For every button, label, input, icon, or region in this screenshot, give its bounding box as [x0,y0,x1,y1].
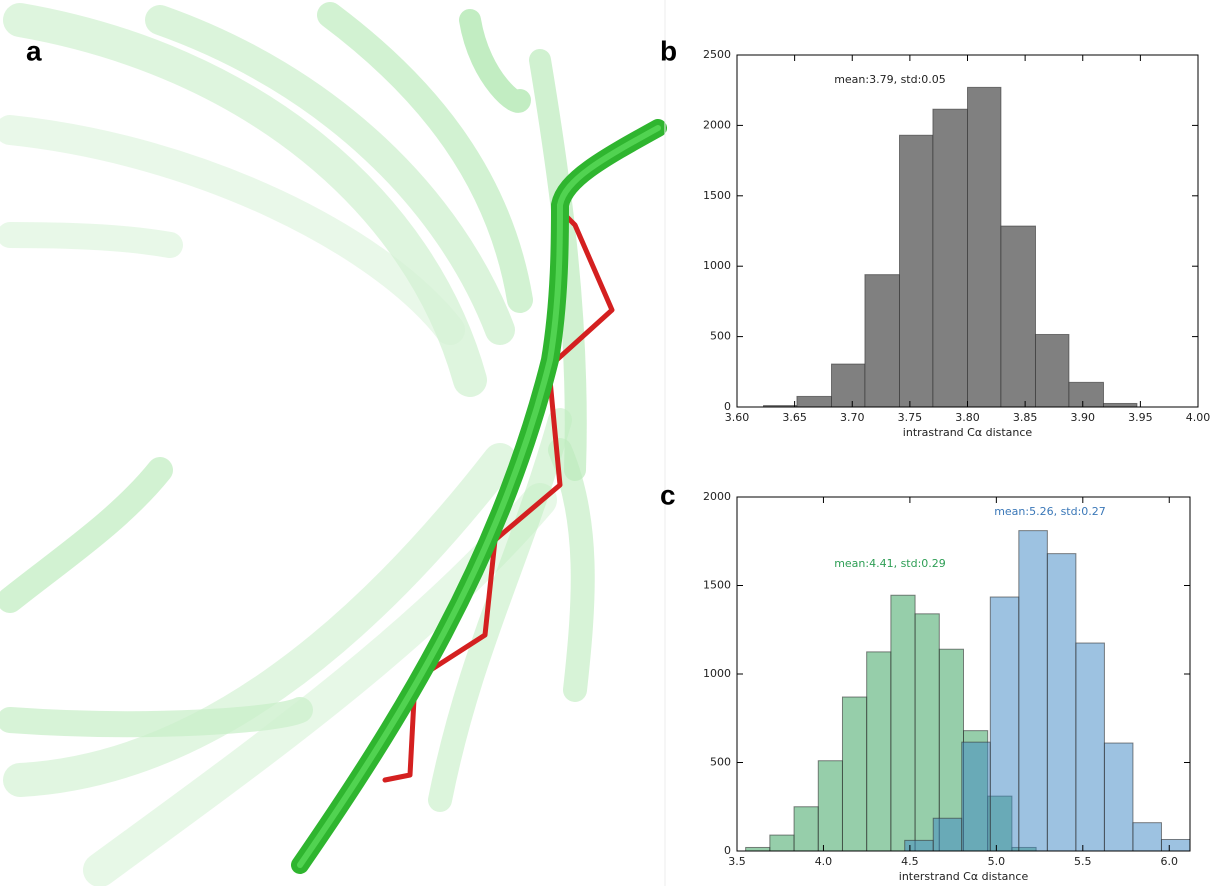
bar [899,134,934,408]
bar [864,274,901,408]
bar [796,395,833,408]
y-tick-label: 2500 [703,48,731,61]
panel-label: b [660,35,677,66]
x-tick-label: 4.0 [815,855,833,868]
x-tick-label: 5.5 [1074,855,1092,868]
bar [1034,333,1070,408]
x-tick-label: 4.5 [901,855,919,868]
bar [967,86,1002,408]
bar [866,651,892,852]
bar [745,846,771,852]
bar [938,648,964,852]
bar [904,839,934,852]
y-tick-label: 500 [710,756,731,769]
bar [1102,402,1138,408]
bar [1068,381,1104,408]
y-tick-label: 2000 [703,490,731,503]
bar [914,613,940,852]
bar [1160,838,1191,852]
bar [831,363,866,408]
annotation: mean:3.79, std:0.05 [834,73,946,86]
x-axis-label: intrastrand Cα distance [903,426,1033,439]
bar [989,596,1020,852]
x-tick-label: 3.95 [1128,411,1153,424]
x-tick-label: 4.00 [1186,411,1211,424]
y-tick-label: 2000 [703,118,731,131]
x-tick-label: 3.75 [898,411,923,424]
annotation: mean:5.26, std:0.27 [994,505,1106,518]
y-tick-label: 1500 [703,189,731,202]
x-tick-label: 5.0 [988,855,1006,868]
bar [932,108,968,408]
bar [841,696,868,852]
y-tick-label: 0 [724,400,731,413]
bar [1103,742,1134,852]
annotation: mean:4.41, std:0.29 [834,557,946,570]
bar [1046,553,1077,852]
y-tick-label: 1000 [703,667,731,680]
bar [890,594,916,852]
y-tick-label: 0 [724,844,731,857]
structure-render [0,2,667,886]
panel-label: c [660,479,676,510]
x-tick-label: 3.60 [725,411,750,424]
x-tick-label: 3.5 [728,855,746,868]
x-tick-label: 6.0 [1161,855,1179,868]
bar [1132,822,1162,852]
bar [1000,225,1036,408]
y-tick-label: 500 [710,330,731,343]
bar [793,806,819,852]
x-tick-label: 3.90 [1071,411,1096,424]
bar [961,741,991,852]
x-tick-label: 3.85 [1013,411,1038,424]
x-axis-label: interstrand Cα distance [899,870,1029,883]
bar [1018,530,1048,852]
y-tick-label: 1000 [703,259,731,272]
bar [1075,642,1105,852]
x-tick-label: 3.70 [840,411,865,424]
bar [817,760,843,852]
panel-label: a [26,35,42,66]
x-tick-label: 3.65 [782,411,807,424]
y-tick-label: 1500 [703,579,731,592]
bar [769,834,795,852]
x-tick-label: 3.80 [955,411,980,424]
bar [932,817,963,852]
